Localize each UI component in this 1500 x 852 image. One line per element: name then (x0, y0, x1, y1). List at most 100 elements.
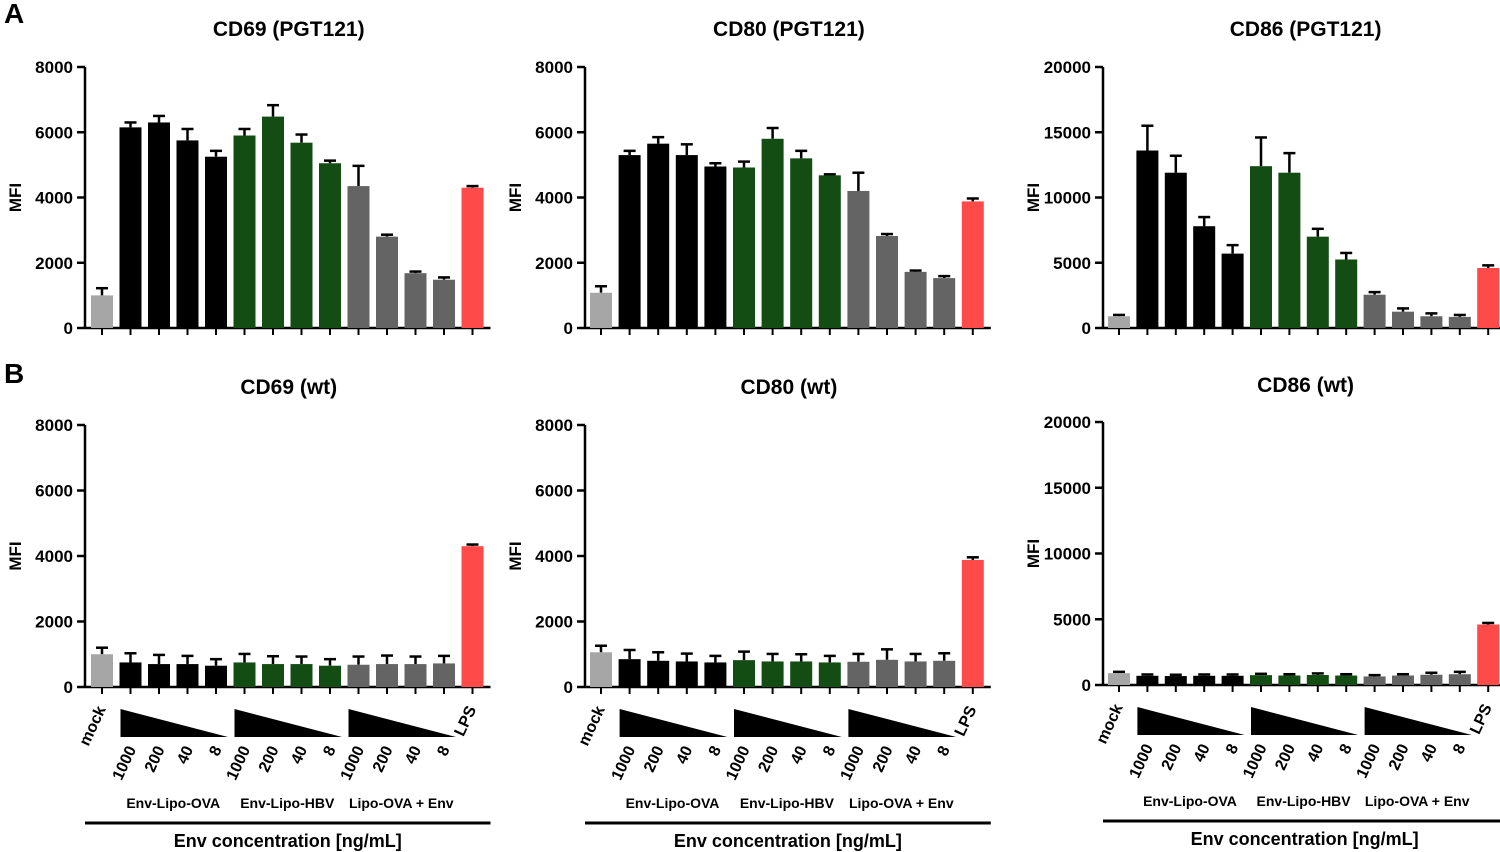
cd69-pgt121-y-tick-label: 4000 (35, 189, 73, 208)
x-axis-title: Env concentration [ng/mL] (174, 831, 402, 851)
cd86-wt-bar (1477, 624, 1500, 685)
cd86-wt-bar (1108, 673, 1130, 685)
x-label-concentration: 40 (288, 743, 311, 766)
cd69-wt-y-tick-label: 6000 (35, 482, 73, 501)
cd80-wt-y-tick-label: 2000 (535, 613, 573, 632)
cd69-pgt121-bar (319, 163, 341, 328)
cd69-pgt121-bar (433, 279, 455, 328)
cd80-wt-y-tick-label: 8000 (535, 416, 573, 435)
cd86-wt-bar (1164, 676, 1187, 685)
cd86-pgt121-y-tick-label: 5000 (1053, 254, 1091, 273)
cd69-pgt121-bar (91, 295, 113, 328)
cd69-wt-ylabel: MFI (6, 541, 25, 570)
cd69-pgt121-y-tick-label: 8000 (35, 58, 73, 77)
cd86-wt-bar (1306, 675, 1329, 685)
concentration-wedge (848, 709, 957, 737)
cd86-pgt121-bar (1306, 236, 1329, 328)
cd69-wt-y-tick-label: 0 (64, 678, 73, 697)
cd69-pgt121-ylabel: MFI (6, 183, 25, 212)
cd80-pgt121-bar (790, 158, 813, 328)
cd86-wt-bar (1221, 675, 1244, 685)
x-label-concentration: 40 (174, 743, 197, 766)
cd69-wt-bar (347, 664, 370, 687)
cd69-wt-bar (433, 663, 455, 687)
cd80-wt-bar (675, 661, 698, 687)
cd80-wt-bar (961, 559, 984, 687)
x-label-concentration: 200 (870, 743, 897, 774)
cd86-pgt121-bar (1392, 311, 1414, 328)
concentration-wedge (1251, 707, 1359, 735)
cd69-pgt121-bar (176, 140, 199, 328)
x-label-concentration: 8 (434, 743, 453, 758)
cd86-wt-bar (1136, 675, 1159, 685)
cd69-pgt121-bar (376, 236, 398, 328)
x-label-concentration: 1000 (1354, 741, 1384, 781)
cd86-wt-bar (1420, 674, 1443, 685)
cd69-pgt121-y-tick-label: 2000 (35, 254, 73, 273)
cd80-pgt121-bar (761, 138, 784, 328)
x-label-lps: LPS (452, 703, 481, 739)
x-label-concentration: 8 (935, 743, 954, 758)
x-label-concentration: 200 (1272, 741, 1299, 772)
x-axis-title: Env concentration [ng/mL] (1191, 829, 1419, 849)
cd80-wt-y-tick-label: 4000 (535, 547, 573, 566)
cd69-wt-bar (376, 664, 398, 687)
cd86-pgt121-y-tick-label: 20000 (1044, 58, 1091, 77)
cd86-pgt121-y-tick-label: 10000 (1044, 189, 1091, 208)
cd80-pgt121-bar (904, 271, 927, 328)
cd69-wt-bar (290, 664, 313, 687)
cd80-pgt121-bar (704, 166, 727, 328)
cd80-pgt121-y-tick-label: 8000 (535, 58, 573, 77)
cd80-pgt121-bar (818, 175, 841, 328)
cd69-wt-bar (262, 664, 284, 687)
cd86-wt-bar (1448, 674, 1471, 685)
cd86-wt-y-tick-label: 0 (1082, 676, 1091, 695)
cd69-pgt121-bar (262, 116, 284, 328)
cd86-wt-bar (1278, 675, 1301, 685)
x-label-lps: LPS (952, 703, 981, 739)
cd69-pgt121-bar (233, 135, 256, 328)
x-label-group: Env-Lipo-OVA (126, 795, 220, 811)
cd69-pgt121-bar (404, 273, 427, 328)
cd80-pgt121-title: CD80 (PGT121) (713, 18, 865, 41)
x-label-concentration: 40 (1304, 741, 1327, 764)
x-label-concentration: 8 (820, 743, 839, 758)
cd69-wt-bar (176, 664, 199, 687)
x-label-mock: mock (77, 703, 110, 748)
x-label-concentration: 8 (320, 743, 339, 758)
x-label-concentration: 40 (1191, 741, 1214, 764)
cd86-pgt121-bar (1193, 226, 1216, 328)
cd86-pgt121-bar (1221, 253, 1244, 328)
cd86-wt-bar (1335, 675, 1358, 685)
cd80-wt-bar (933, 660, 956, 687)
cd86-pgt121-title: CD86 (PGT121) (1230, 18, 1382, 41)
concentration-wedge (619, 709, 728, 737)
x-label-group: Env-Lipo-OVA (1143, 793, 1237, 809)
cd80-wt-bar (761, 661, 784, 687)
x-label-mock: mock (1094, 701, 1127, 746)
x-label-concentration: 1000 (723, 743, 753, 783)
x-label-concentration: 40 (1418, 741, 1441, 764)
cd86-wt-y-tick-label: 20000 (1044, 413, 1091, 432)
cd86-pgt121-bar (1250, 166, 1272, 328)
cd86-wt-y-tick-label: 10000 (1044, 545, 1091, 564)
cd80-pgt121-y-tick-label: 4000 (535, 189, 573, 208)
cd80-wt-bar (876, 659, 898, 687)
cd69-wt-bar (119, 662, 142, 687)
x-label-group: Env-Lipo-HBV (1257, 793, 1352, 809)
cd69-wt-bar (233, 662, 256, 687)
cd69-wt-bar (404, 664, 427, 687)
x-label-concentration: 40 (788, 743, 811, 766)
x-label-concentration: 1000 (609, 743, 639, 783)
x-label-lps: LPS (1467, 701, 1496, 737)
x-label-concentration: 1000 (838, 743, 868, 783)
x-label-concentration: 200 (370, 743, 397, 774)
cd80-pgt121-bar (961, 201, 984, 328)
x-label-group: Lipo-OVA + Env (1365, 793, 1470, 809)
cd69-pgt121-title: CD69 (PGT121) (213, 18, 365, 41)
x-label-concentration: 200 (1386, 741, 1413, 772)
concentration-wedge (348, 709, 456, 737)
cd80-pgt121-bar (590, 292, 612, 328)
cd69-pgt121-bar (205, 156, 227, 328)
